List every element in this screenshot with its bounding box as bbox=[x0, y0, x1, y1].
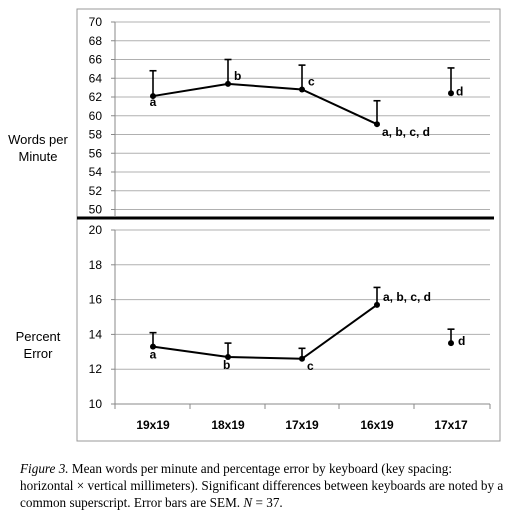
data-point bbox=[299, 86, 305, 93]
data-point bbox=[448, 90, 454, 97]
x-tick-label: 18x19 bbox=[211, 418, 245, 432]
y-tick-label: 20 bbox=[89, 223, 103, 237]
caption-text: Mean words per minute and percentage err… bbox=[20, 461, 504, 510]
y-tick-label: 10 bbox=[89, 397, 103, 411]
data-point bbox=[299, 355, 305, 362]
series-line bbox=[152, 82, 378, 126]
caption-n-value: = 37. bbox=[252, 495, 283, 510]
y-tick-label: 68 bbox=[89, 34, 103, 48]
wpm-panel: 50 52 54 56 58 60 62 64 66 68 70 a b c a, b, c, d d bbox=[89, 15, 490, 217]
y-tick-label: 50 bbox=[89, 203, 103, 217]
x-tick-label: 16x19 bbox=[360, 418, 394, 432]
significance-label: d bbox=[458, 334, 465, 348]
x-tick-label: 17x17 bbox=[434, 418, 468, 432]
significance-label: a bbox=[150, 348, 157, 362]
significance-label: b bbox=[223, 358, 230, 372]
wpm-axis-label-line1: Words per bbox=[8, 132, 68, 147]
error-axis-label-line2: Error bbox=[24, 346, 54, 361]
y-tick-label: 56 bbox=[89, 146, 103, 160]
y-tick-label: 64 bbox=[89, 71, 103, 85]
data-point bbox=[374, 121, 380, 128]
wpm-axis-label-line2: Minute bbox=[18, 149, 57, 164]
series-line bbox=[152, 304, 378, 360]
significance-label: c bbox=[308, 75, 315, 89]
x-tick-label: 19x19 bbox=[136, 418, 170, 432]
y-tick-label: 12 bbox=[89, 362, 103, 376]
y-tick-label: 58 bbox=[89, 128, 103, 142]
chart-frame bbox=[76, 8, 501, 442]
y-tick-label: 18 bbox=[89, 258, 103, 272]
data-point bbox=[374, 301, 380, 308]
error-axis-label-line1: Percent bbox=[16, 329, 61, 344]
significance-label: a bbox=[150, 95, 157, 109]
y-tick-label: 14 bbox=[89, 327, 103, 341]
y-tick-label: 60 bbox=[89, 109, 103, 123]
data-point bbox=[150, 343, 156, 350]
figure-label: Figure 3. bbox=[20, 461, 69, 476]
x-tick-label: 17x19 bbox=[285, 418, 319, 432]
significance-label: d bbox=[456, 84, 463, 98]
data-point bbox=[225, 354, 231, 361]
significance-label: b bbox=[234, 69, 241, 83]
significance-label: c bbox=[307, 359, 314, 373]
caption-n-label: N bbox=[243, 495, 253, 510]
figure-caption: Figure 3. Mean words per minute and perc… bbox=[20, 460, 506, 511]
keyboard-chart: 50 52 54 56 58 60 62 64 66 68 70 a b c a, b, c, d d 10 1… bbox=[8, 8, 501, 442]
y-tick-label: 66 bbox=[89, 53, 103, 67]
data-point bbox=[448, 340, 454, 347]
y-tick-label: 16 bbox=[89, 293, 103, 307]
x-axis: 19x19 18x19 17x19 16x19 17x17 bbox=[114, 403, 491, 432]
data-point bbox=[225, 80, 231, 87]
data-point bbox=[150, 93, 156, 100]
significance-label: a, b, c, d bbox=[382, 125, 430, 139]
y-tick-label: 52 bbox=[89, 184, 103, 198]
y-tick-label: 54 bbox=[89, 165, 103, 179]
y-tick-label: 70 bbox=[89, 15, 103, 29]
y-tick-label: 62 bbox=[89, 90, 103, 104]
significance-label: a, b, c, d bbox=[383, 290, 431, 304]
